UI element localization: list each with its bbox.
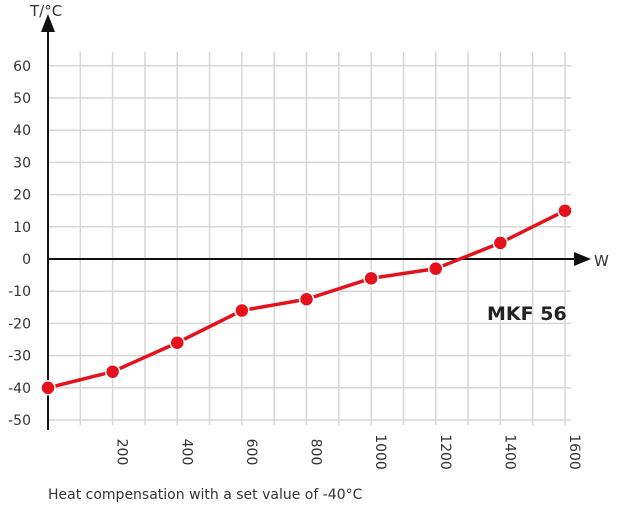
data-point [557, 202, 573, 219]
x-tick-label: 200 [114, 439, 130, 466]
tick-labels: 60 50 40 30 20 10 0 -10 -20 -30 -40 -50 200 400 600 800… [8, 59, 582, 470]
data-point [40, 380, 56, 396]
data-point [363, 270, 379, 287]
x-axis-label: W [594, 252, 609, 270]
series [40, 202, 573, 396]
x-tick-label: 1200 [437, 434, 453, 470]
series-annotation: MKF 56 [487, 303, 567, 325]
x-tick-label: 1600 [566, 434, 582, 470]
grid [48, 51, 571, 425]
y-tick-label: -10 [8, 284, 31, 300]
chart-caption: Heat compensation with a set value of -4… [48, 487, 363, 503]
y-axis-label: T/°C [29, 2, 62, 20]
y-tick-label: 40 [13, 123, 31, 139]
x-tick-label: 400 [178, 439, 194, 466]
data-point [428, 260, 444, 277]
x-tick-label: 1400 [501, 434, 517, 470]
y-tick-label: -20 [8, 316, 31, 332]
y-tick-label: 20 [13, 188, 31, 204]
data-point [492, 235, 509, 251]
y-tick-label: -50 [8, 413, 31, 429]
data-point [298, 291, 315, 307]
y-tick-label: -40 [8, 381, 31, 397]
axes [41, 14, 591, 430]
y-tick-label: -30 [8, 349, 31, 365]
y-tick-label: 30 [13, 155, 31, 171]
x-tick-label: 1000 [372, 434, 388, 470]
data-point [104, 363, 121, 380]
y-tick-label: 10 [13, 220, 31, 236]
data-point [169, 334, 185, 351]
data-point [234, 302, 250, 319]
y-tick-label: 60 [13, 59, 31, 75]
y-axis-arrow-icon [41, 14, 55, 32]
y-tick-label: 0 [22, 252, 31, 268]
y-tick-label: 50 [13, 91, 31, 107]
x-tick-label: 600 [243, 439, 259, 466]
x-tick-label: 800 [308, 439, 324, 466]
x-axis-arrow-icon [574, 252, 591, 266]
